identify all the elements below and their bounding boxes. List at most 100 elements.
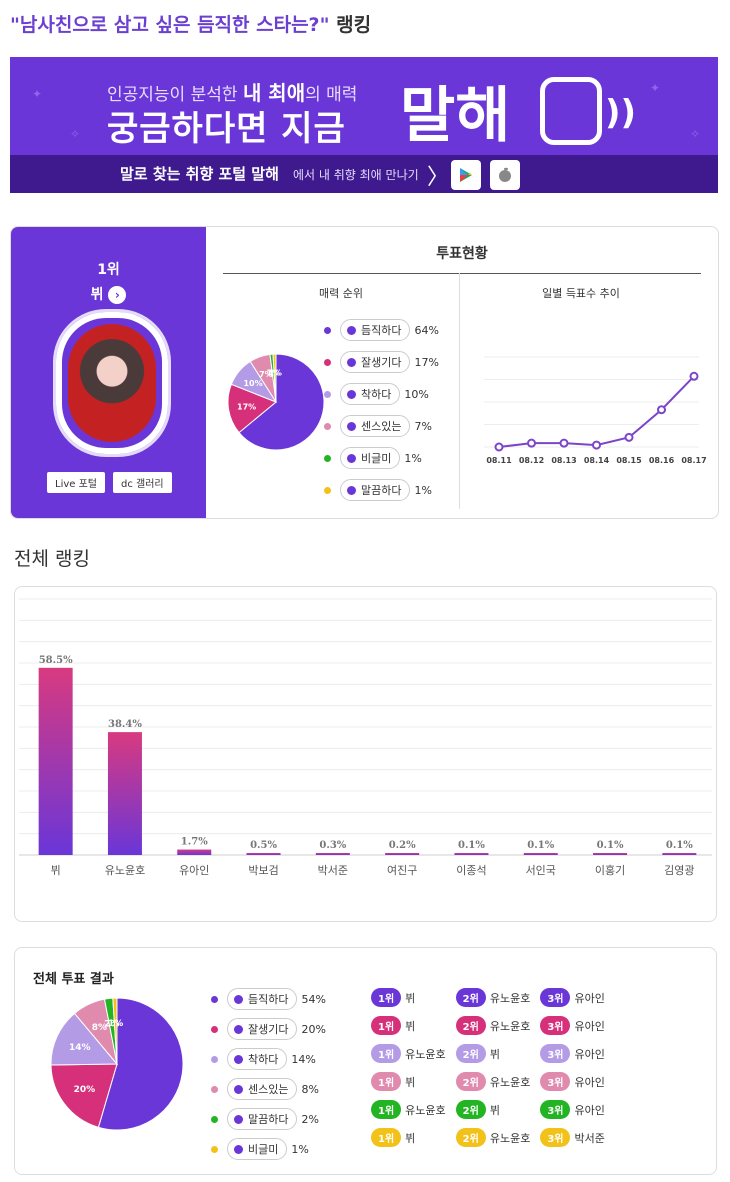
bar	[454, 853, 489, 855]
pie-slice-label: 10%	[243, 379, 262, 388]
trait-rank-grid: 1위 뷔 2위 유노윤호 3위 유아인 1위 뷔 2위 유노윤호 3위 유아인 1위 유노윤호 2위 뷔 3위 유…	[371, 988, 605, 1147]
legend-pct: 1%	[291, 1142, 309, 1156]
trend-point	[657, 405, 666, 415]
bar	[385, 853, 420, 855]
flower-icon	[234, 994, 243, 1004]
x-tick-label: 08.12	[519, 456, 544, 465]
legend-pill: 비글미	[340, 447, 401, 469]
x-tick-label: 김영광	[664, 864, 694, 877]
trend-point	[689, 371, 699, 381]
flower-icon	[234, 1054, 243, 1064]
trend-point	[559, 438, 569, 448]
bar	[177, 849, 212, 855]
rank-badge: 1위	[371, 988, 402, 1007]
rank1-name[interactable]: 뷔 ›	[11, 284, 206, 304]
legend-pill: 듬직하다	[227, 988, 298, 1010]
legend-item: 잘생기다 17%	[324, 351, 439, 373]
rank-name: 유노윤호	[489, 1019, 531, 1033]
rank-cell: 2위 뷔	[455, 1044, 531, 1063]
banner-line1: 인공지능이 분석한 내 최애의 매력	[107, 81, 358, 105]
legend-label: 착하다	[248, 1053, 279, 1066]
apple-icon[interactable]	[490, 160, 520, 190]
x-tick-label: 이홍기	[595, 863, 625, 877]
bar-data-label: 58.5%	[39, 655, 73, 666]
sound-wave-icon: ))	[605, 93, 637, 133]
rank-badge: 2위	[455, 1072, 486, 1091]
legend-pct: 1%	[404, 451, 422, 465]
rank-name: 유노윤호	[405, 1047, 446, 1061]
x-tick-label: 박서준	[318, 864, 348, 877]
overall-ranking-card: 58.5% 뷔 38.4% 유노윤호 1.7% 유아인 0.5% 박보검 0.3% 박서준 0.2%…	[14, 586, 717, 922]
rank-badge: 2위	[455, 988, 486, 1007]
rank-cell: 3위 유아인	[540, 1044, 605, 1063]
rank-badge: 3위	[540, 988, 571, 1007]
x-tick-label: 유노윤호	[105, 864, 145, 877]
rank-badge: 2위	[455, 1128, 486, 1147]
bar	[523, 853, 558, 855]
legend-dot	[211, 1145, 218, 1153]
legend-pct: 20%	[301, 1022, 326, 1036]
bar-data-label: 0.1%	[666, 840, 693, 851]
x-tick-label: 08.11	[486, 456, 512, 465]
mirror-frame	[56, 312, 168, 454]
x-tick-label: 박보검	[248, 864, 278, 877]
decor-star-icon: ✦	[650, 81, 661, 95]
pie-slice-label: 8%	[92, 1023, 107, 1033]
bar-data-label: 0.1%	[597, 840, 624, 851]
avatar	[68, 324, 156, 442]
legend-item: 착하다 14%	[211, 1048, 326, 1070]
rank-badge: 2위	[455, 1100, 486, 1119]
legend-dot	[211, 1085, 218, 1093]
pie-slice-듬직하다	[238, 353, 325, 451]
rank-badge: 2위	[455, 1044, 486, 1063]
ad-banner[interactable]: ✦ ✧ ✦ ✧ 인공지능이 분석한 내 최애의 매력 궁금하다면 지금 말해 )…	[10, 57, 718, 193]
legend-pct: 10%	[404, 387, 429, 401]
rank-name: 뷔	[405, 991, 416, 1005]
legend-pill: 듬직하다	[340, 319, 411, 341]
rank-name: 유아인	[574, 1103, 605, 1117]
rank-badge: 3위	[540, 1128, 571, 1147]
legend-item: 착하다 10%	[324, 383, 439, 405]
arrow-right-icon[interactable]: ›	[108, 286, 127, 304]
divider	[459, 273, 460, 509]
flower-icon	[347, 357, 356, 367]
legend-pill: 잘생기다	[340, 351, 411, 373]
overall-ranking-bar-chart: 58.5% 뷔 38.4% 유노윤호 1.7% 유아인 0.5% 박보검 0.3% 박서준 0.2%…	[19, 598, 712, 877]
legend-label: 착하다	[361, 388, 392, 401]
rank-cell: 1위 뷔	[371, 1072, 446, 1091]
legend-pill: 말끔하다	[227, 1108, 298, 1130]
rank-cell: 3위 유아인	[540, 1100, 605, 1119]
pie-slice-label: 20%	[74, 1085, 96, 1095]
decor-star-icon: ✧	[690, 127, 701, 141]
legend-pct: 8%	[301, 1082, 319, 1096]
bar-data-label: 1.7%	[181, 837, 208, 848]
rank-name: 유아인	[574, 991, 605, 1005]
bar	[246, 853, 281, 855]
dc-gallery-button[interactable]: dc 갤러리	[113, 472, 172, 493]
live-portal-button[interactable]: Live 포털	[47, 472, 105, 493]
x-tick-label: 08.16	[649, 456, 675, 465]
daily-trend-title: 일별 득표수 추이	[542, 287, 620, 300]
legend-pct: 1%	[414, 483, 432, 497]
legend-label: 비글미	[248, 1143, 279, 1156]
decor-star-icon: ✦	[32, 87, 43, 101]
pie-slice-label: 1%	[266, 368, 280, 377]
rank1-label: 1위	[97, 262, 120, 278]
rank-cell: 3위 유아인	[540, 1072, 605, 1091]
rank-name: 유아인	[574, 1047, 605, 1061]
rank-cell: 3위 박서준	[540, 1128, 605, 1147]
charm-rank-title: 매력 순위	[319, 287, 363, 300]
x-tick-label: 08.13	[551, 456, 576, 465]
legend-pill: 센스있는	[340, 415, 411, 437]
trend-point	[592, 440, 601, 450]
pie-slice-착하다	[50, 1012, 119, 1066]
bar-data-label: 38.4%	[108, 719, 142, 730]
rank-name: 유아인	[574, 1075, 605, 1089]
google-play-icon[interactable]	[451, 160, 481, 190]
pie-slice-듬직하다	[97, 997, 184, 1131]
rank-cell: 2위 유노윤호	[455, 1016, 531, 1035]
rank-name: 뷔	[405, 1019, 416, 1033]
bar	[315, 853, 350, 855]
x-tick-label: 이종석	[456, 864, 486, 877]
rank-cell: 2위 뷔	[455, 1100, 531, 1119]
